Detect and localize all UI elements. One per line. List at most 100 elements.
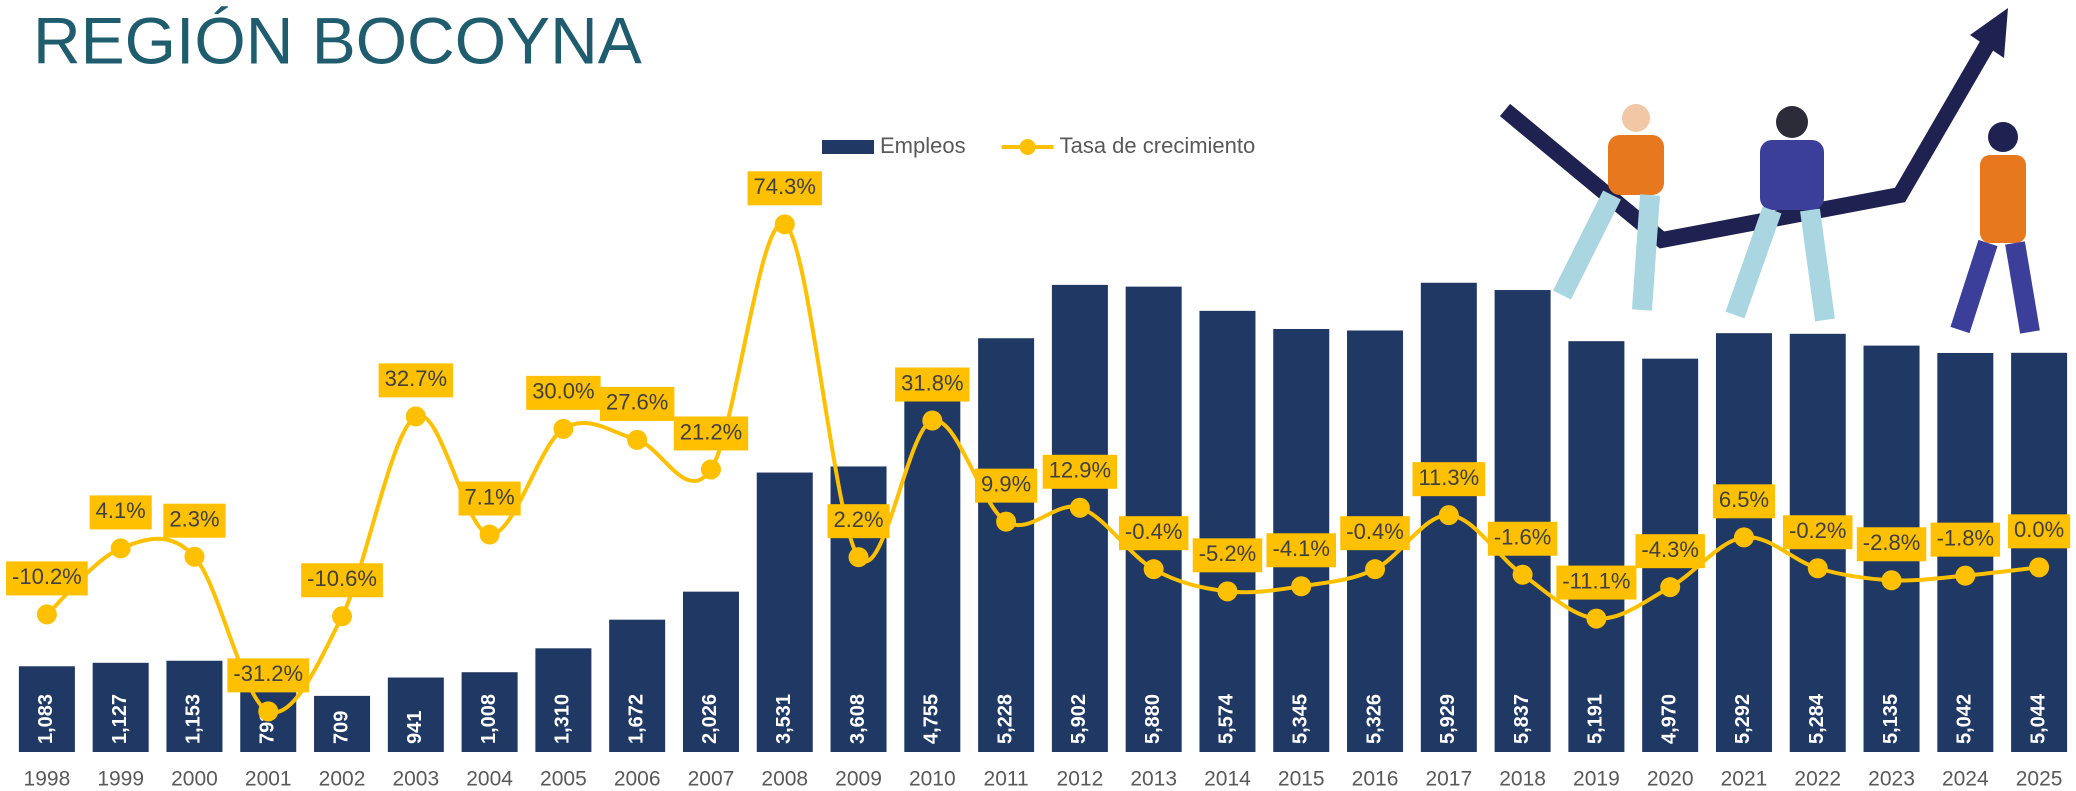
person-head	[1622, 104, 1650, 132]
value-label: -10.6%	[301, 563, 383, 597]
bar-value-label: 5,880	[1142, 694, 1164, 744]
line-point	[37, 604, 57, 624]
bar-value-label: 5,292	[1732, 694, 1754, 744]
line-value-label: 2.3%	[169, 507, 219, 532]
bar-value-label: 5,044	[2027, 693, 2049, 744]
line-point	[775, 214, 795, 234]
bar-value-label: 1,153	[183, 694, 205, 744]
person-body	[1760, 140, 1824, 210]
value-label: -10.2%	[6, 561, 88, 595]
value-label: -2.8%	[1857, 527, 1926, 561]
line-point	[996, 512, 1016, 532]
bar-value-label: 1,008	[478, 694, 500, 744]
line-value-label: -1.6%	[1494, 525, 1551, 550]
value-label: 9.9%	[975, 469, 1037, 503]
line-value-label: -11.1%	[1562, 568, 1630, 593]
x-tick-label: 2015	[1278, 768, 1325, 791]
line-value-label: 32.7%	[385, 366, 447, 391]
legend-swatch-point	[1020, 139, 1036, 155]
line-value-label: 12.9%	[1049, 458, 1111, 483]
line-point	[480, 525, 500, 545]
bar-value-label: 1,127	[109, 694, 131, 744]
line-point	[2029, 557, 2049, 577]
value-label: 21.2%	[674, 416, 748, 450]
person-legs	[1960, 243, 2030, 332]
line-point	[1439, 505, 1459, 525]
bar-value-label: 5,326	[1363, 694, 1385, 744]
bar-value-label: 5,574	[1216, 693, 1238, 744]
value-label: -4.1%	[1267, 533, 1336, 567]
line-value-label: -1.8%	[1937, 525, 1994, 550]
line-value-label: -0.4%	[1125, 519, 1182, 544]
value-label: -1.8%	[1931, 523, 2000, 557]
x-tick-label: 2007	[688, 768, 735, 791]
x-tick-label: 2018	[1499, 768, 1546, 791]
line-point	[553, 419, 573, 439]
bar-value-label: 3,608	[847, 694, 869, 744]
illustration	[1505, 8, 2030, 332]
value-label: 0.0%	[2008, 514, 2070, 548]
x-tick-label: 2020	[1647, 768, 1694, 791]
legend-label: Empleos	[880, 133, 966, 158]
bar-value-label: 1,083	[35, 694, 57, 744]
line-value-label: 9.9%	[981, 471, 1031, 496]
line-point	[1955, 566, 1975, 586]
x-tick-label: 2022	[1794, 768, 1841, 791]
x-tick-label: 2005	[540, 768, 587, 791]
x-tick-label: 2002	[319, 768, 366, 791]
line-point	[184, 547, 204, 567]
bar	[1568, 341, 1624, 752]
line-value-label: 11.3%	[1418, 465, 1479, 490]
legend-swatch	[822, 140, 874, 154]
bar	[2011, 353, 2067, 752]
x-tick-label: 2001	[245, 768, 292, 791]
line-point	[1808, 558, 1828, 578]
x-tick-label: 2023	[1868, 768, 1915, 791]
bar-value-label: 4,755	[921, 694, 943, 744]
x-tick-label: 2000	[171, 768, 218, 791]
x-tick-label: 2010	[909, 768, 956, 791]
line-value-label: 7.1%	[465, 484, 515, 509]
line-point	[1070, 498, 1090, 518]
person-head	[1988, 122, 2018, 152]
x-tick-label: 2012	[1057, 768, 1104, 791]
line-point	[1217, 581, 1237, 601]
line-value-label: 4.1%	[96, 498, 146, 523]
line-value-label: -0.4%	[1346, 519, 1403, 544]
line-point	[1882, 570, 1902, 590]
line-point	[332, 606, 352, 626]
line-point	[701, 459, 721, 479]
line-value-label: -4.1%	[1273, 536, 1330, 561]
x-tick-label: 2017	[1425, 768, 1472, 791]
line-point	[1365, 559, 1385, 579]
bar-value-label: 5,345	[1290, 694, 1312, 744]
bar-value-label: 5,135	[1880, 694, 1902, 744]
x-tick-label: 2008	[761, 768, 808, 791]
x-tick-label: 2019	[1573, 768, 1620, 791]
value-label: -4.3%	[1635, 534, 1704, 568]
value-label: -31.2%	[227, 658, 309, 692]
bar-value-label: 709	[330, 711, 352, 744]
x-tick-label: 1998	[24, 768, 71, 791]
x-tick-label: 2011	[984, 768, 1029, 791]
bar-value-label: 941	[404, 711, 426, 744]
value-label: 2.2%	[827, 504, 889, 538]
x-tick-label: 2009	[835, 768, 882, 791]
bar-value-label: 4,970	[1658, 694, 1680, 744]
x-tick-label: 2024	[1942, 768, 1989, 791]
value-label: 31.8%	[895, 368, 969, 402]
value-label: 6.5%	[1713, 484, 1775, 518]
value-label: 7.1%	[459, 482, 521, 516]
line-point	[1291, 576, 1311, 596]
person-body	[1980, 155, 2026, 243]
x-tick-label: 2006	[614, 768, 661, 791]
value-label: 11.3%	[1412, 462, 1485, 496]
line-value-label: 2.2%	[833, 507, 883, 532]
bar-value-label: 5,284	[1806, 693, 1828, 744]
x-tick-label: 2014	[1204, 768, 1251, 791]
line-point	[849, 547, 869, 567]
illustration-arrow	[1505, 40, 1990, 240]
line-value-label: -5.2%	[1199, 541, 1256, 566]
x-tick-label: 1999	[97, 768, 144, 791]
line-point	[1513, 565, 1533, 585]
